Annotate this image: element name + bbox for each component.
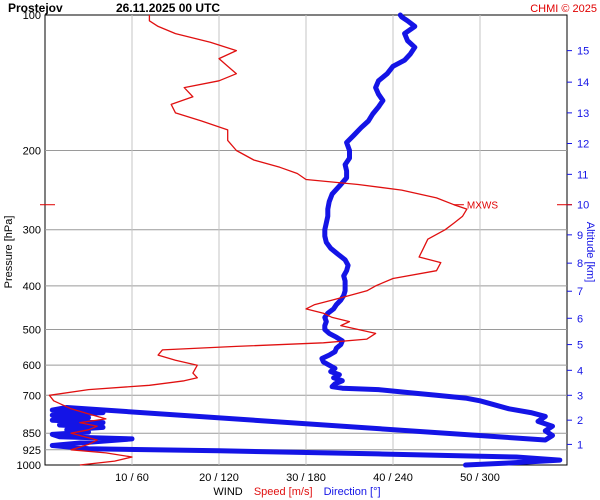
altitude-tick-label: 6	[577, 313, 583, 325]
altitude-tick-label: 2	[577, 415, 583, 427]
altitude-tick-label: 8	[577, 258, 583, 270]
wind-axis: 10 / 60 20 / 120 30 / 180 40 / 240 50 / 300	[115, 472, 500, 484]
wind-tick-label: 50 / 300	[460, 472, 500, 484]
altitude-tick-label: 10	[577, 200, 589, 212]
wind-label: WIND	[213, 486, 242, 498]
altitude-tick-label: 7	[577, 286, 583, 298]
altitude-tick-label: 9	[577, 230, 583, 242]
direction-series-line	[49, 12, 563, 468]
pressure-tick-label: 100	[23, 10, 41, 22]
station-title: Prostejov	[8, 1, 63, 15]
altitude-tick-label: 4	[577, 365, 583, 377]
pressure-tick-label: 925	[23, 445, 41, 457]
pressure-tick-label: 500	[23, 325, 41, 337]
altitude-tick-label: 1	[577, 439, 583, 451]
pressure-tick-label: 600	[23, 360, 41, 372]
pressure-tick-label: 400	[23, 281, 41, 293]
altitude-tick-label: 3	[577, 390, 583, 402]
pressure-axis: 100 200 300 400 500 600 700 850 925 1000	[17, 10, 41, 472]
wind-tick-label: 30 / 180	[286, 472, 326, 484]
altitude-tick-label: 15	[577, 46, 589, 58]
altitude-tick-label: 11	[577, 169, 588, 181]
time-title: 26.11.2025 00 UTC	[116, 1, 220, 15]
speed-legend-label: Speed [m/s]	[254, 486, 313, 498]
speed-series-line	[48, 15, 468, 466]
pressure-tick-label: 850	[23, 428, 41, 440]
altitude-axis-label: Altitude [km]	[584, 222, 596, 283]
max-wind-marker: MXWS	[40, 201, 572, 212]
wind-tick-label: 40 / 240	[373, 472, 413, 484]
pressure-tick-label: 300	[23, 225, 41, 237]
grid-lines	[45, 15, 567, 465]
altitude-tick-label: 14	[577, 77, 589, 89]
series-layer	[48, 12, 563, 468]
direction-legend-label: Direction [°]	[324, 486, 381, 498]
pressure-tick-label: 700	[23, 390, 41, 402]
altitude-tick-label: 13	[577, 108, 589, 120]
altitude-tick-label: 5	[577, 340, 583, 352]
wind-legend: WIND Speed [m/s] Direction [°]	[213, 486, 380, 498]
pressure-tick-label: 200	[23, 145, 41, 157]
wind-tick-label: 10 / 60	[115, 472, 149, 484]
altitude-tick-label: 12	[577, 139, 589, 151]
pressure-axis-label: Pressure [hPa]	[3, 216, 15, 289]
mxws-label: MXWS	[467, 201, 498, 212]
wind-tick-label: 20 / 120	[199, 472, 239, 484]
credit-label: CHMI © 2025	[530, 3, 597, 15]
pressure-tick-label: 1000	[17, 460, 41, 472]
